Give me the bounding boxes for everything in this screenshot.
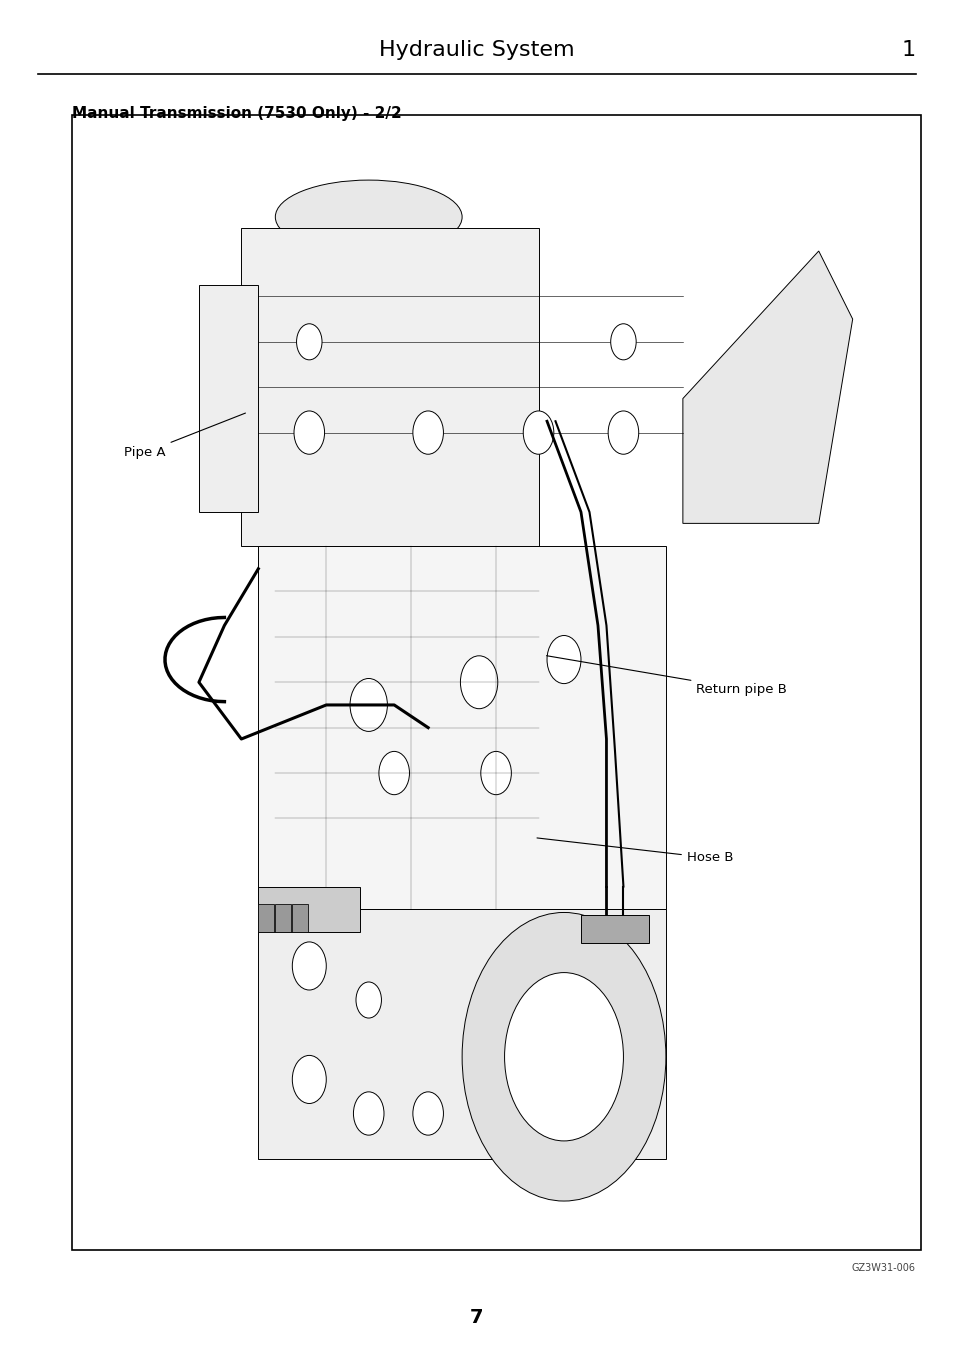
Circle shape xyxy=(546,635,580,684)
Circle shape xyxy=(292,1055,326,1104)
Text: Hose B: Hose B xyxy=(537,838,733,865)
Bar xyxy=(241,228,537,546)
Bar xyxy=(580,915,648,943)
Circle shape xyxy=(504,973,623,1140)
Text: Return pipe B: Return pipe B xyxy=(546,655,786,696)
Text: Hydraulic System: Hydraulic System xyxy=(378,41,575,59)
Text: Pipe A: Pipe A xyxy=(124,413,245,459)
Bar xyxy=(258,886,360,932)
Bar xyxy=(292,904,307,932)
Circle shape xyxy=(378,751,409,794)
Bar xyxy=(258,546,665,909)
Polygon shape xyxy=(682,251,852,523)
Text: GZ3W31-006: GZ3W31-006 xyxy=(851,1263,915,1273)
FancyBboxPatch shape xyxy=(71,115,920,1250)
Circle shape xyxy=(296,324,322,359)
Circle shape xyxy=(460,655,497,709)
Bar xyxy=(198,285,258,512)
Text: 7: 7 xyxy=(470,1308,483,1327)
Circle shape xyxy=(355,982,381,1019)
Circle shape xyxy=(413,1092,443,1135)
Ellipse shape xyxy=(275,180,461,254)
Bar xyxy=(258,909,665,1159)
Circle shape xyxy=(607,411,639,454)
Circle shape xyxy=(350,678,387,731)
Circle shape xyxy=(353,1092,384,1135)
Circle shape xyxy=(522,411,554,454)
Circle shape xyxy=(292,942,326,990)
Text: 1: 1 xyxy=(901,41,915,59)
Circle shape xyxy=(610,324,636,359)
Bar xyxy=(275,904,291,932)
Circle shape xyxy=(480,751,511,794)
Circle shape xyxy=(461,912,665,1201)
Text: Manual Transmission (7530 Only) - 2/2: Manual Transmission (7530 Only) - 2/2 xyxy=(71,105,401,122)
Bar xyxy=(258,904,274,932)
Circle shape xyxy=(413,411,443,454)
Circle shape xyxy=(294,411,324,454)
